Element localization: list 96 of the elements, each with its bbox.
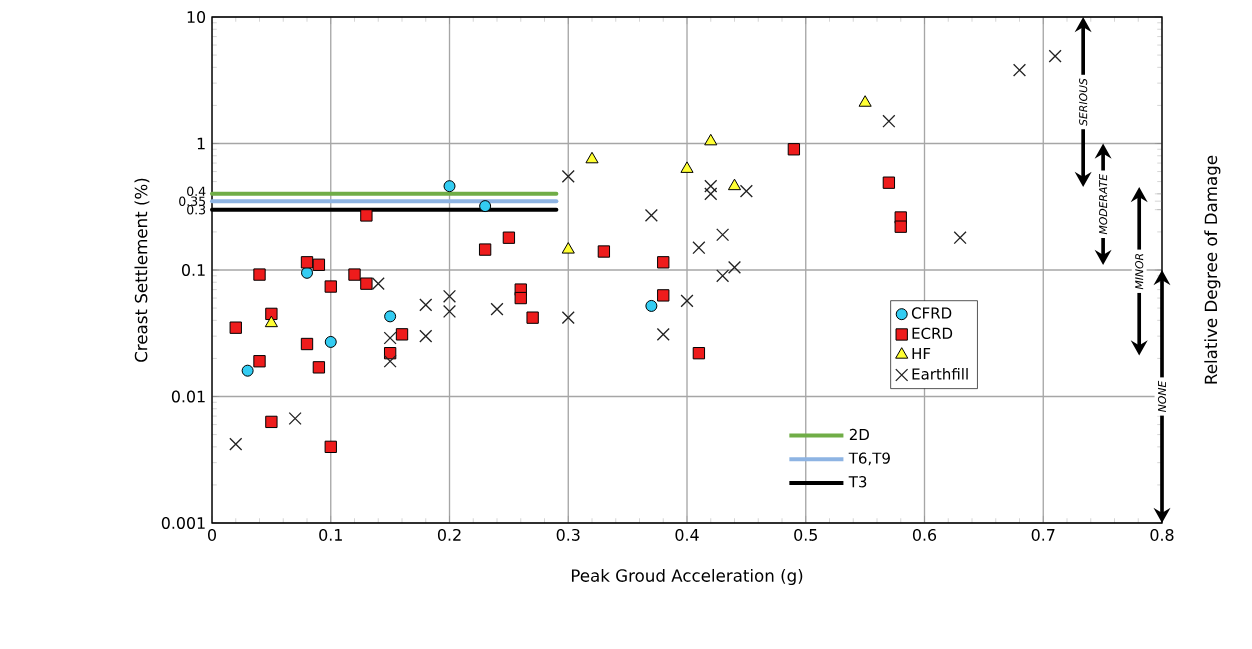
point (442, 289, 457, 303)
x-tick-label: 0.6 (912, 528, 937, 541)
y-tick-label: 0.4 (187, 186, 206, 196)
y-tick-label: 0.3 (187, 204, 206, 215)
x-tick-label: 0.3 (556, 528, 580, 541)
point (383, 354, 397, 368)
point (657, 256, 670, 269)
point (253, 268, 266, 281)
x-tick-label: 0.8 (1150, 528, 1174, 541)
point (229, 437, 243, 451)
point (526, 311, 539, 324)
point (644, 208, 658, 222)
point (253, 355, 266, 368)
point (597, 245, 611, 258)
point (727, 260, 742, 274)
x-tick-label: 0 (208, 528, 216, 541)
point (288, 411, 302, 426)
point (324, 280, 337, 293)
point (300, 337, 314, 351)
y-tick-label: 0.01 (171, 390, 205, 403)
legend-label: ECRD (912, 327, 953, 339)
point (692, 347, 706, 360)
point (704, 187, 718, 201)
point (716, 228, 730, 242)
point (882, 114, 896, 128)
point (265, 415, 278, 429)
point (443, 180, 456, 193)
point (656, 327, 670, 341)
point (360, 277, 373, 290)
legend-label: T3 (848, 476, 867, 488)
point (383, 347, 397, 360)
annotation: MINOR (1135, 253, 1144, 290)
point (585, 151, 599, 164)
x-axis-title: Peak Groud Acceleration (g) (571, 568, 803, 586)
point (395, 328, 409, 341)
annotation: MODERATE (1099, 173, 1108, 235)
point (704, 133, 718, 146)
point (716, 269, 730, 283)
x-tick-label: 0.4 (675, 528, 699, 541)
point (727, 178, 742, 191)
point (645, 299, 658, 312)
point (561, 311, 575, 325)
point (490, 302, 504, 316)
x-tick-label: 0.2 (437, 528, 461, 541)
point (229, 321, 242, 334)
point (324, 335, 337, 348)
y-tick-label: 1 (197, 137, 205, 150)
point (692, 241, 706, 255)
point (657, 289, 670, 302)
point (680, 294, 694, 308)
point (561, 242, 575, 254)
point (502, 231, 516, 244)
y-tick-label: 0.1 (181, 264, 205, 276)
point (787, 143, 801, 156)
legend-label: HF (912, 347, 931, 359)
legend-label: 2D (849, 428, 869, 440)
point (383, 331, 397, 345)
point (348, 268, 361, 281)
point (419, 298, 433, 312)
x-tick-label: 0.1 (319, 528, 342, 541)
point (1012, 63, 1027, 77)
legend-label: T6,T9 (848, 452, 890, 466)
point (479, 200, 492, 213)
point (894, 220, 907, 233)
point (561, 169, 575, 183)
point (704, 179, 718, 193)
point (312, 361, 326, 374)
point (953, 231, 967, 245)
point (384, 310, 397, 323)
point (324, 440, 337, 454)
legend-label: CFRD (911, 307, 952, 319)
y-axis-title: Creast Settlement (%) (134, 178, 150, 362)
point (680, 161, 694, 173)
point (478, 243, 492, 256)
annotation: SERIOUS (1079, 78, 1088, 126)
x-tick-label: 0.5 (794, 528, 817, 541)
point (1048, 49, 1062, 63)
y2-axis-title: Relative Degree of Damage (1204, 155, 1221, 384)
y-tick-label: 10 (187, 10, 206, 23)
point (419, 329, 433, 343)
point (312, 258, 326, 271)
legend-label: Earthfill (912, 368, 968, 380)
point (371, 277, 385, 291)
y-tick-label: 0.001 (161, 517, 205, 529)
point (442, 304, 457, 319)
annotation: NONE (1157, 380, 1167, 412)
point (264, 315, 278, 328)
point (858, 95, 872, 107)
point (882, 176, 896, 189)
point (360, 209, 373, 222)
point (300, 256, 314, 269)
y-tick-label: 0.35 (179, 196, 206, 206)
point (514, 291, 527, 305)
x-tick-label: 0.7 (1031, 528, 1055, 541)
point (739, 184, 753, 198)
point (241, 364, 254, 377)
